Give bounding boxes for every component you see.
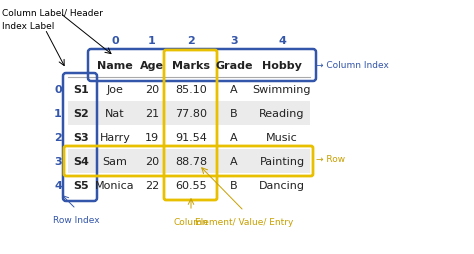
Text: 21: 21 <box>145 108 159 119</box>
Text: Row Index: Row Index <box>53 215 100 224</box>
Text: A: A <box>230 133 238 142</box>
Text: 0: 0 <box>54 85 62 95</box>
Text: S1: S1 <box>73 85 89 95</box>
Text: S4: S4 <box>73 156 89 166</box>
Text: Grade: Grade <box>215 61 253 71</box>
Text: 22: 22 <box>145 180 159 190</box>
Text: S3: S3 <box>73 133 89 142</box>
Text: Joe: Joe <box>107 85 123 95</box>
Text: Element/ Value/ Entry: Element/ Value/ Entry <box>195 217 293 226</box>
Text: 77.80: 77.80 <box>175 108 207 119</box>
Text: 3: 3 <box>230 36 238 46</box>
Text: A: A <box>230 85 238 95</box>
Text: S2: S2 <box>73 108 89 119</box>
Bar <box>68 78 310 102</box>
Text: Monica: Monica <box>95 180 135 190</box>
Text: → Row: → Row <box>316 155 345 164</box>
Text: Nat: Nat <box>105 108 125 119</box>
Bar <box>68 125 310 149</box>
Text: 4: 4 <box>54 180 62 190</box>
Text: Sam: Sam <box>102 156 128 166</box>
Text: 1: 1 <box>54 108 62 119</box>
Text: 19: 19 <box>145 133 159 142</box>
Text: Dancing: Dancing <box>259 180 305 190</box>
Text: Hobby: Hobby <box>262 61 302 71</box>
Text: 20: 20 <box>145 85 159 95</box>
Text: Column Label/ Header: Column Label/ Header <box>2 8 103 17</box>
Text: Index Label: Index Label <box>2 22 55 31</box>
Text: 2: 2 <box>54 133 62 142</box>
Text: 1: 1 <box>148 36 156 46</box>
Text: Reading: Reading <box>259 108 305 119</box>
Text: B: B <box>230 180 238 190</box>
Text: 0: 0 <box>111 36 119 46</box>
Text: → Column Index: → Column Index <box>316 61 389 70</box>
Bar <box>68 173 310 197</box>
Text: 3: 3 <box>54 156 62 166</box>
Text: Harry: Harry <box>100 133 130 142</box>
Text: 4: 4 <box>278 36 286 46</box>
Text: Age: Age <box>140 61 164 71</box>
Text: 88.78: 88.78 <box>175 156 207 166</box>
Text: 85.10: 85.10 <box>175 85 207 95</box>
Text: A: A <box>230 156 238 166</box>
Text: Swimming: Swimming <box>253 85 311 95</box>
Text: Painting: Painting <box>259 156 305 166</box>
Text: Name: Name <box>97 61 133 71</box>
Text: Column: Column <box>173 217 208 226</box>
Bar <box>68 102 310 125</box>
Text: 60.55: 60.55 <box>175 180 207 190</box>
Bar <box>68 149 310 173</box>
Text: 2: 2 <box>187 36 195 46</box>
Text: 20: 20 <box>145 156 159 166</box>
Text: Music: Music <box>266 133 298 142</box>
Text: Marks: Marks <box>172 61 210 71</box>
Text: B: B <box>230 108 238 119</box>
Text: S5: S5 <box>73 180 89 190</box>
Text: 91.54: 91.54 <box>175 133 207 142</box>
Bar <box>68 54 310 78</box>
